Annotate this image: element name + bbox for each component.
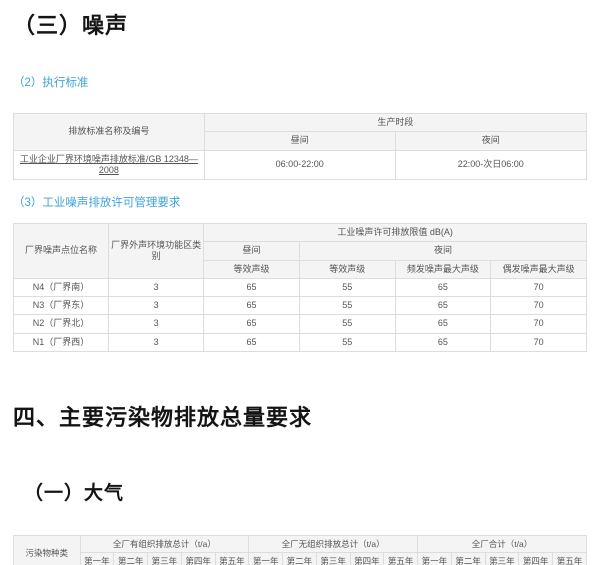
point-name-cell: N1（厂界西）	[12, 332, 110, 352]
col-header-year: 第五年	[383, 552, 418, 565]
table-row: 等效声级 等效声级 频发噪声最大声级 偶发噪声最大声级	[14, 259, 587, 279]
standard-gb-link[interactable]: 工业企业厂界环境噪声排放标准/GB 12348—2008	[19, 153, 198, 175]
section-noise-title: （三）噪声	[13, 13, 129, 38]
zone-class-cell: 3	[108, 314, 205, 334]
standard-name-cell: 工业企业厂界环境噪声排放标准/GB 12348—2008	[13, 149, 205, 180]
col-header-daytime: 昼间	[203, 241, 300, 261]
table-row: 排放标准名称及编号 生产时段	[13, 112, 588, 151]
zone-class-cell: 3	[108, 277, 205, 298]
daytime-period-cell: 06:00-22:00	[203, 149, 396, 180]
col-header-year: 第四年	[349, 552, 385, 565]
day-leq-cell: 65	[203, 277, 300, 298]
point-name-cell: N3（厂界东）	[12, 295, 110, 316]
section-total-emission-title: 四、主要污染物排放总量要求	[13, 404, 313, 430]
col-header-point-name: 厂界噪声点位名称	[12, 223, 110, 279]
col-header-year: 第五年	[214, 552, 250, 565]
col-header-year: 第三年	[315, 552, 351, 565]
col-header-year: 第一年	[79, 552, 115, 565]
frequent-max-cell: 65	[394, 295, 492, 316]
table-row: N2（厂界北） 3 65 55 65 70	[12, 314, 587, 334]
zone-class-cell: 3	[108, 295, 205, 316]
col-header-nighttime: 夜间	[298, 241, 588, 261]
col-header-year: 第一年	[417, 552, 452, 565]
night-leq-cell: 55	[298, 277, 396, 298]
emission-table: 污染物种类 全厂有组织排放总计（t/a） 全厂无组织排放总计（t/a） 全厂合计…	[13, 534, 587, 565]
table-row: 污染物种类 全厂有组织排放总计（t/a） 全厂无组织排放总计（t/a） 全厂合计…	[13, 534, 587, 565]
night-leq-cell: 55	[298, 295, 396, 316]
col-header-year: 第二年	[450, 552, 486, 565]
frequent-max-cell: 65	[394, 332, 492, 352]
col-header-year: 第三年	[484, 552, 520, 565]
col-header-pollutant-type: 污染物种类	[13, 534, 81, 565]
col-header-unorganized-total: 全厂无组织排放总计（t/a）	[248, 534, 418, 554]
frequent-max-cell: 65	[394, 277, 492, 298]
col-header-year: 第一年	[248, 552, 283, 565]
day-leq-cell: 65	[203, 295, 300, 316]
col-header-occasional-max: 偶发噪声最大声级	[490, 259, 587, 279]
col-header-year: 第四年	[180, 552, 216, 565]
col-header-night-leq: 等效声级	[298, 259, 396, 279]
table-row: 第一年 第二年 第三年 第四年 第五年 第一年 第二年 第三年 第四年 第五年 …	[14, 552, 587, 565]
col-header-noise-limit: 工业噪声许可排放限值 dB(A)	[203, 222, 587, 243]
col-header-frequent-max: 频发噪声最大声级	[394, 259, 492, 279]
section-air-title: （一）大气	[24, 482, 125, 504]
col-header-zone-class: 厂界外声环境功能区类别	[108, 223, 205, 279]
table-row: 厂界噪声点位名称 厂界外声环境功能区类别 工业噪声许可排放限值 dB(A)	[12, 222, 587, 279]
frequent-max-cell: 65	[394, 314, 492, 334]
table-row: N1（厂界西） 3 65 55 65 70	[12, 332, 587, 352]
occasional-max-cell: 70	[490, 314, 587, 334]
col-header-year: 第三年	[147, 552, 182, 565]
col-header-day-leq: 等效声级	[203, 259, 300, 279]
zone-class-cell: 3	[108, 332, 205, 352]
standards-link[interactable]: （2）执行标准	[13, 77, 89, 89]
standards-table: 排放标准名称及编号 生产时段 昼间 夜间 工业企业厂界环境噪声排放标准/GB 1…	[13, 112, 588, 180]
occasional-max-cell: 70	[490, 332, 587, 352]
point-name-cell: N4（厂界南）	[12, 277, 110, 298]
col-header-standard-name: 排放标准名称及编号	[13, 113, 205, 151]
table-row: 工业企业厂界环境噪声排放标准/GB 12348—2008 06:00-22:00…	[13, 149, 588, 180]
col-header-nighttime: 夜间	[394, 131, 588, 151]
col-header-production-period: 生产时段	[203, 112, 588, 133]
night-leq-cell: 55	[298, 332, 396, 352]
occasional-max-cell: 70	[490, 277, 587, 298]
table-row: N4（厂界南） 3 65 55 65 70	[12, 277, 587, 298]
col-header-year: 第四年	[518, 552, 553, 565]
permit-link[interactable]: （3）工业噪声排放许可管理要求	[13, 197, 181, 209]
occasional-max-cell: 70	[490, 295, 587, 316]
table-row: 昼间 夜间	[14, 131, 588, 151]
table-row: N3（厂界东） 3 65 55 65 70	[12, 295, 587, 316]
col-header-plant-total: 全厂合计（t/a）	[417, 534, 587, 554]
col-header-year: 第五年	[552, 552, 587, 565]
day-leq-cell: 65	[203, 332, 300, 352]
col-header-organized-total: 全厂有组织排放总计（t/a）	[79, 534, 250, 554]
noise-permit-table: 厂界噪声点位名称 厂界外声环境功能区类别 工业噪声许可排放限值 dB(A) 昼间…	[12, 222, 588, 352]
col-header-year: 第二年	[113, 552, 148, 565]
night-leq-cell: 55	[298, 314, 396, 334]
col-header-daytime: 昼间	[203, 131, 396, 151]
col-header-year: 第二年	[282, 552, 317, 565]
point-name-cell: N2（厂界北）	[12, 314, 110, 334]
day-leq-cell: 65	[203, 314, 300, 334]
nighttime-period-cell: 22:00-次日06:00	[394, 149, 588, 180]
